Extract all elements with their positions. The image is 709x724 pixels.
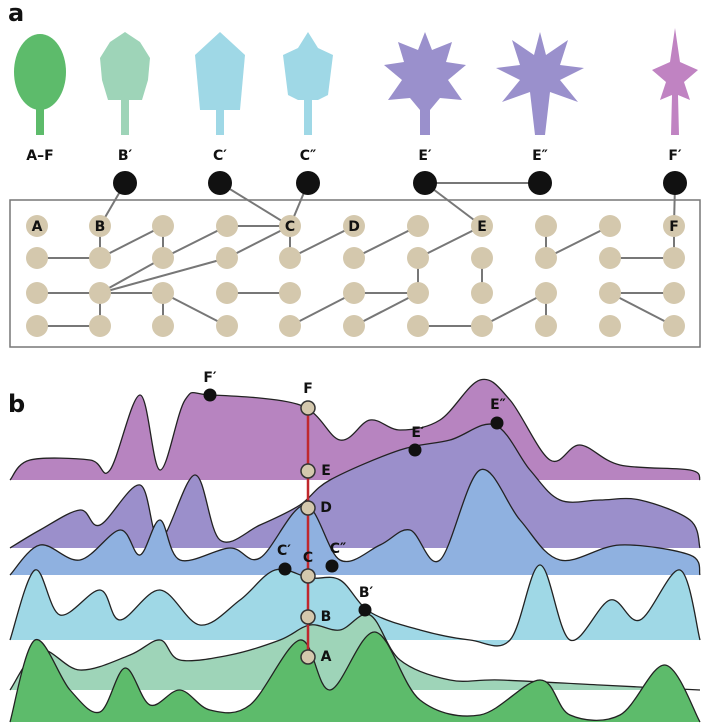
node bbox=[663, 282, 685, 304]
node bbox=[471, 282, 493, 304]
node bbox=[279, 282, 301, 304]
node bbox=[471, 247, 493, 269]
node bbox=[279, 315, 301, 337]
variant-label: E″ bbox=[490, 397, 506, 413]
node bbox=[599, 247, 621, 269]
node-label: B bbox=[95, 219, 106, 235]
variant-node bbox=[413, 171, 437, 195]
variant-node bbox=[208, 171, 232, 195]
variant-point bbox=[204, 389, 217, 402]
node-label: E bbox=[477, 219, 487, 235]
node bbox=[471, 315, 493, 337]
node-label: C bbox=[285, 219, 295, 235]
node-label: F bbox=[669, 219, 679, 235]
leaf-label: E″ bbox=[532, 148, 548, 164]
optimum-point bbox=[301, 610, 315, 624]
node bbox=[535, 247, 557, 269]
node bbox=[89, 282, 111, 304]
variant-point bbox=[409, 444, 422, 457]
node bbox=[535, 315, 557, 337]
optimum-label: E bbox=[321, 463, 331, 479]
optimum-label: B bbox=[321, 609, 332, 625]
optimum-point bbox=[301, 501, 315, 515]
variant-point bbox=[491, 417, 504, 430]
variant-label: B′ bbox=[359, 585, 374, 601]
figure: a b A B C D E F F E D C B A F′ E′ E″ C′ C″ B′ A–F B′ C′ C″ E… bbox=[0, 0, 709, 724]
node bbox=[216, 282, 238, 304]
leaf-label: C″ bbox=[300, 148, 317, 164]
node bbox=[343, 282, 365, 304]
optimum-point bbox=[301, 569, 315, 583]
leaf-label: E′ bbox=[418, 148, 432, 164]
optimum-label: C bbox=[303, 550, 313, 566]
landscape: F E D C B A F′ E′ E″ C′ C″ B′ bbox=[10, 370, 700, 722]
variant-node bbox=[113, 171, 137, 195]
optimum-label: D bbox=[320, 500, 332, 516]
panel-label: a bbox=[8, 0, 24, 27]
node-label: A bbox=[32, 219, 43, 235]
node bbox=[279, 247, 301, 269]
node bbox=[216, 215, 238, 237]
node bbox=[535, 282, 557, 304]
node bbox=[663, 247, 685, 269]
node bbox=[599, 282, 621, 304]
node bbox=[343, 247, 365, 269]
leaf-shapes bbox=[14, 28, 698, 135]
leaf-label: F′ bbox=[668, 148, 682, 164]
node bbox=[407, 282, 429, 304]
node bbox=[535, 215, 557, 237]
node bbox=[26, 315, 48, 337]
variant-label: F′ bbox=[203, 370, 217, 386]
node bbox=[663, 315, 685, 337]
node bbox=[216, 247, 238, 269]
variant-label: C′ bbox=[277, 543, 291, 559]
node bbox=[152, 247, 174, 269]
optimum-label: A bbox=[321, 649, 332, 665]
node bbox=[407, 215, 429, 237]
node bbox=[26, 247, 48, 269]
variant-node bbox=[663, 171, 687, 195]
network: A B C D E F bbox=[26, 171, 687, 337]
variant-point bbox=[279, 563, 292, 576]
optimum-point bbox=[301, 464, 315, 478]
optimum-point bbox=[301, 401, 315, 415]
node bbox=[152, 215, 174, 237]
node bbox=[89, 315, 111, 337]
node bbox=[152, 315, 174, 337]
optimum-label: F bbox=[303, 381, 313, 397]
node bbox=[26, 282, 48, 304]
node bbox=[152, 282, 174, 304]
variant-node bbox=[296, 171, 320, 195]
leaf-label: A–F bbox=[26, 148, 53, 164]
node bbox=[343, 315, 365, 337]
leaf-label: C′ bbox=[213, 148, 227, 164]
node bbox=[407, 247, 429, 269]
node bbox=[599, 315, 621, 337]
node bbox=[216, 315, 238, 337]
variant-point bbox=[359, 604, 372, 617]
node bbox=[89, 247, 111, 269]
variant-point bbox=[326, 560, 339, 573]
node bbox=[407, 315, 429, 337]
panel-label: b bbox=[8, 390, 25, 418]
node bbox=[599, 215, 621, 237]
variant-label: C″ bbox=[330, 541, 347, 557]
node-label: D bbox=[348, 219, 360, 235]
variant-node bbox=[528, 171, 552, 195]
variant-label: E′ bbox=[411, 425, 425, 441]
leaf-label: B′ bbox=[118, 148, 133, 164]
optimum-point bbox=[301, 650, 315, 664]
fitness-layer bbox=[10, 379, 700, 480]
